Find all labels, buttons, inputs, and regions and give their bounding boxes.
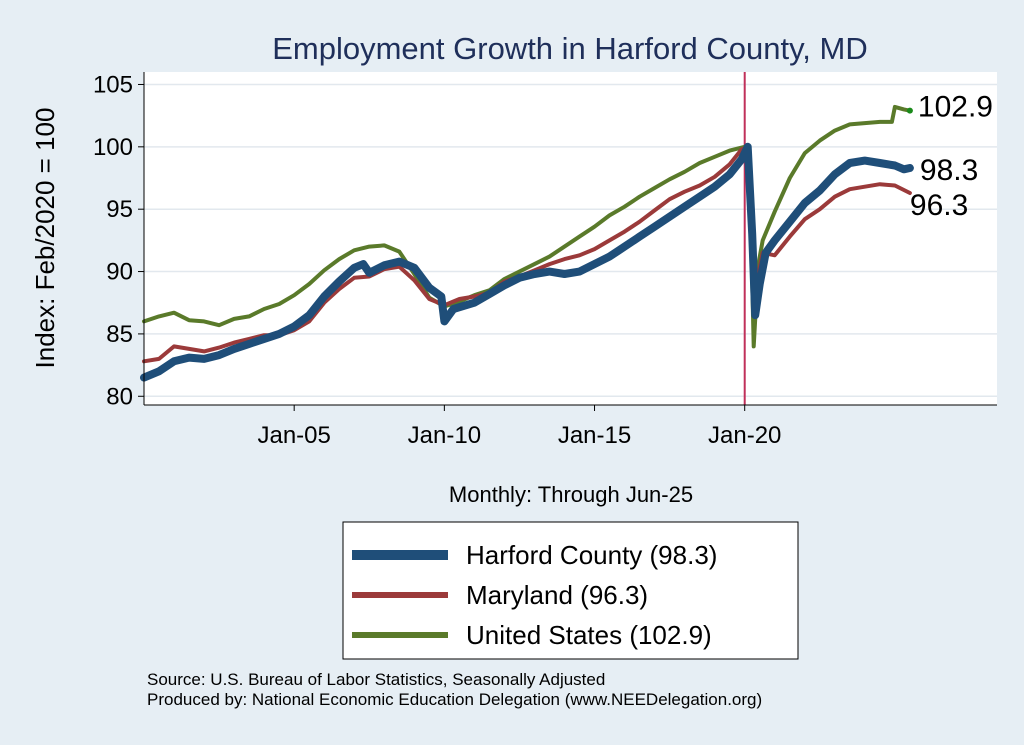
x-tick-label: Jan-05 [257, 422, 330, 449]
series-line-harford [140, 142, 914, 382]
end-label-harford: 98.3 [920, 154, 978, 187]
y-tick-label: 85 [106, 321, 133, 348]
x-tick-label: Jan-20 [708, 422, 781, 449]
legend-label-maryland: Maryland (96.3) [466, 580, 648, 610]
y-tick-label: 80 [106, 383, 133, 410]
y-tick-label: 95 [106, 196, 133, 223]
series-line-us [142, 104, 912, 349]
y-axis-label: Index: Feb/2020 = 100 [30, 108, 60, 369]
chart-title: Employment Growth in Harford County, MD [272, 31, 868, 66]
y-tick-label: 90 [106, 259, 133, 286]
x-axis-label: Monthly: Through Jun-25 [449, 482, 693, 507]
x-tick-label: Jan-15 [558, 422, 631, 449]
end-dot-us [906, 107, 913, 114]
legend-label-us: United States (102.9) [466, 620, 712, 650]
source-line: Source: U.S. Bureau of Labor Statistics,… [147, 670, 606, 689]
plot-area [144, 72, 997, 405]
source-note: Source: U.S. Bureau of Labor Statistics,… [147, 670, 762, 710]
end-label-maryland: 96.3 [910, 189, 968, 222]
y-tick-label: 105 [93, 71, 133, 98]
producer-line: Produced by: National Economic Education… [147, 690, 763, 709]
y-tick-label: 100 [93, 134, 133, 161]
end-label-us: 102.9 [918, 91, 993, 124]
x-tick-label: Jan-10 [408, 422, 481, 449]
legend-label-harford: Harford County (98.3) [466, 540, 717, 570]
